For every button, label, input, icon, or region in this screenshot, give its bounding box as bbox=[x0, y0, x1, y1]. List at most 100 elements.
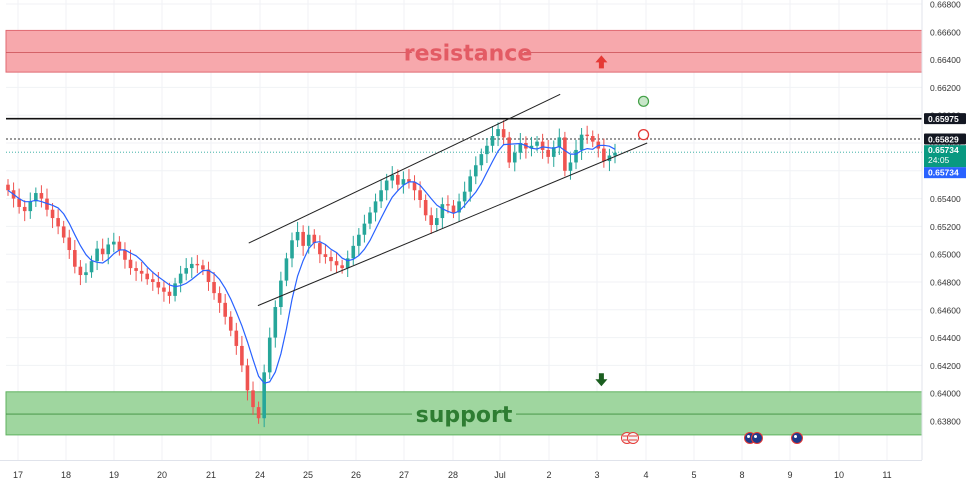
channel-lower-line bbox=[257, 142, 648, 307]
candle-body bbox=[50, 209, 55, 219]
price-tag-level-2: 0.65829 bbox=[928, 134, 959, 144]
candle-body bbox=[446, 204, 450, 206]
x-tick-label: 20 bbox=[157, 470, 167, 480]
flag-circle bbox=[627, 432, 639, 444]
x-tick-label: 17 bbox=[13, 470, 23, 480]
candle-body bbox=[401, 179, 406, 185]
candle-body bbox=[123, 250, 127, 260]
x-axis[interactable]: 17 18 19 20 21 24 25 26 27 28 Jul 2 3 4 5 8 9 10 11 bbox=[0, 460, 922, 481]
candle-body bbox=[551, 147, 556, 157]
candle-body bbox=[112, 241, 116, 245]
y-tick-label: 0.64000 bbox=[930, 389, 961, 399]
y-tick-label: 0.66200 bbox=[930, 83, 961, 93]
y-tick-label: 0.65000 bbox=[930, 250, 961, 260]
support-label-bg bbox=[412, 401, 516, 428]
candle-body bbox=[100, 248, 105, 255]
candle-body bbox=[189, 263, 194, 269]
candle-body bbox=[329, 256, 333, 262]
candle-body bbox=[468, 176, 473, 192]
countdown-label: 24:05 bbox=[928, 155, 950, 165]
candle-body bbox=[507, 137, 511, 163]
au-flag-icon[interactable] bbox=[751, 432, 763, 444]
candle-body bbox=[613, 152, 617, 156]
candle-body bbox=[56, 218, 60, 227]
candle-body bbox=[357, 234, 361, 246]
candle-body bbox=[162, 287, 166, 292]
x-tick-label: 11 bbox=[882, 470, 891, 480]
candle-body bbox=[6, 184, 10, 191]
candle-body bbox=[106, 244, 111, 255]
us-flag-icon[interactable] bbox=[627, 432, 639, 444]
current-price-label: 0.65734 bbox=[928, 145, 959, 155]
economic-events bbox=[621, 432, 803, 444]
candle-body bbox=[407, 179, 411, 182]
ma-line bbox=[7, 142, 616, 384]
candle-body bbox=[262, 372, 266, 419]
flag-star bbox=[754, 435, 757, 438]
flag-circle bbox=[751, 432, 763, 444]
x-tick-label: 2 bbox=[546, 470, 551, 480]
candle-body bbox=[117, 241, 122, 251]
candle-body bbox=[67, 237, 72, 251]
x-tick-label: 26 bbox=[351, 470, 361, 480]
x-tick-label: 18 bbox=[61, 470, 71, 480]
candle-body bbox=[334, 261, 339, 266]
channel-upper-line bbox=[248, 93, 561, 244]
candle-body bbox=[585, 134, 589, 137]
y-axis[interactable]: 0.668000.666000.664000.662000.660000.658… bbox=[921, 0, 966, 460]
candle-body bbox=[496, 129, 500, 137]
candle-body bbox=[217, 293, 222, 303]
candle-body bbox=[245, 365, 250, 391]
candle-body bbox=[602, 148, 606, 162]
candle-body bbox=[485, 145, 489, 155]
candle-body bbox=[368, 212, 372, 224]
candle-body bbox=[557, 137, 562, 148]
markers bbox=[595, 55, 650, 387]
candle-body bbox=[279, 280, 283, 308]
candle-body bbox=[318, 243, 322, 255]
candle-body bbox=[184, 268, 189, 274]
candle-body bbox=[84, 272, 88, 276]
x-tick-label: 21 bbox=[206, 470, 216, 480]
support-label: support bbox=[416, 403, 513, 428]
candle-body bbox=[306, 234, 311, 246]
candle-body bbox=[440, 204, 445, 219]
candle-body bbox=[201, 265, 205, 270]
candle-body bbox=[457, 201, 461, 213]
candle-body bbox=[323, 254, 328, 257]
candle-body bbox=[134, 268, 138, 271]
candle-body bbox=[61, 226, 66, 238]
candle-body bbox=[228, 316, 233, 331]
flag-circle bbox=[791, 432, 803, 444]
candle-body bbox=[434, 218, 439, 226]
candle-body bbox=[379, 190, 383, 202]
candle-body bbox=[273, 307, 278, 338]
x-tick-label: 3 bbox=[594, 470, 599, 480]
candle-body bbox=[473, 165, 478, 177]
candle-body bbox=[39, 193, 44, 199]
candle-body bbox=[267, 337, 272, 373]
candle-body bbox=[412, 181, 417, 191]
candle-body bbox=[490, 136, 495, 146]
resistance-label-bg bbox=[412, 40, 524, 65]
x-tick-label: 9 bbox=[787, 470, 792, 480]
candle-body bbox=[590, 136, 595, 142]
candle-body bbox=[579, 134, 584, 150]
au-flag-icon[interactable] bbox=[791, 432, 803, 444]
y-tick-label: 0.65400 bbox=[930, 194, 961, 204]
candle-body bbox=[574, 149, 578, 163]
candle-body bbox=[301, 231, 305, 246]
candle-body bbox=[195, 263, 200, 266]
candle-body bbox=[156, 282, 161, 288]
x-tick-label: 19 bbox=[109, 470, 119, 480]
candle-body bbox=[429, 215, 434, 226]
candle-body bbox=[462, 191, 467, 202]
flag-star bbox=[747, 435, 750, 438]
candle-body bbox=[73, 250, 77, 267]
candle-body bbox=[95, 248, 99, 262]
price-tag-level-1-bg bbox=[924, 113, 966, 125]
candle-body bbox=[22, 206, 27, 212]
candle-body bbox=[312, 234, 317, 244]
